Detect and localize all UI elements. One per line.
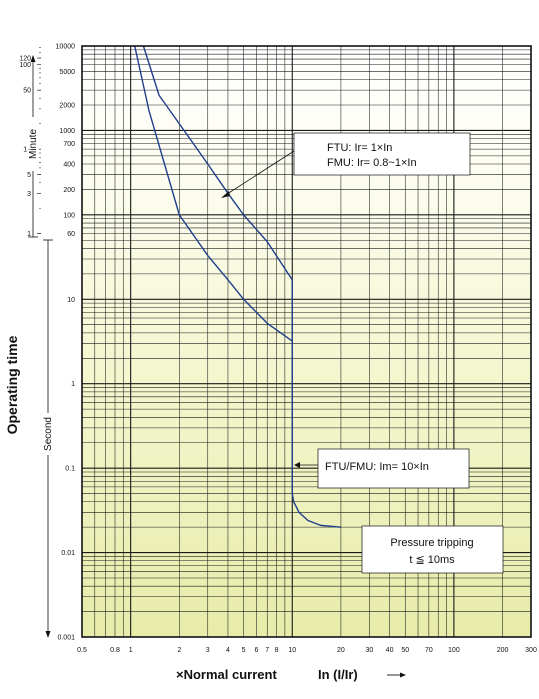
x-tick-label: 0.5 [77, 647, 87, 654]
series-group [134, 45, 341, 528]
series-line-1 [134, 45, 293, 342]
y-tick-label: 10000 [56, 44, 76, 51]
y-tick-label: 100 [63, 212, 75, 219]
second-bracket-arrow [45, 631, 51, 638]
annotation-ftu-arrow [223, 150, 295, 197]
x-tick-label: 6 [254, 647, 258, 654]
x-tick-label: 50 [401, 647, 409, 654]
series-line-0 [142, 45, 293, 281]
y-tick-label: 10 [67, 297, 75, 304]
x-tick-labels: 0.5 0.8 1 2 3 4 5 6 7 8 10 20 30 40 50 70 100 200 300 [77, 647, 537, 654]
second-label-bg [42, 413, 54, 455]
series-line-2 [291, 279, 341, 528]
x-tick-label: 7 [265, 647, 269, 654]
y-tick-label: 200 [63, 187, 75, 194]
second-label: Second [43, 417, 54, 451]
x-axis-label-suffix: In (I/Ir) [318, 667, 358, 682]
annotation-pressure-line1: Pressure tripping [390, 537, 473, 549]
minute-bracket-arrow [30, 55, 36, 62]
annotation-im-arrowhead [294, 462, 300, 468]
annotation-ftu-line1: FTU: Ir= 1×In [327, 142, 392, 154]
annotation-ftu-arrowhead [221, 191, 230, 198]
annotation-im-text: FTU/FMU: Im= 10×In [325, 461, 429, 473]
x-tick-label: 4 [226, 647, 230, 654]
y-axis-label: Operating time [4, 335, 20, 434]
y-tick-label: 1 [71, 381, 75, 388]
annotation-box-pressure [361, 525, 504, 574]
x-tick-label: 0.8 [110, 647, 120, 654]
annotation-pressure-line2: t ≦ 10ms [409, 554, 455, 566]
x-axis-arrowhead [400, 672, 406, 678]
x-axis-label: ×Normal current [176, 667, 277, 682]
x-tick-label: 40 [386, 647, 394, 654]
y-tick-label: 60 [67, 231, 75, 238]
annotation-fmu-line2: FMU: Ir= 0.8~1×In [327, 157, 417, 169]
minute-label: Minute [28, 129, 39, 159]
minute-label-bg [27, 117, 39, 171]
x-tick-label: 8 [275, 647, 279, 654]
y-tick-label: 0.001 [57, 635, 75, 642]
y-tick-label: 0.01 [61, 550, 75, 557]
minute-tick-label: 1 [27, 231, 31, 238]
x-tick-label: 30 [365, 647, 373, 654]
minute-tick-label: 100 [19, 62, 31, 69]
minute-tick-label: 3 [27, 191, 31, 198]
x-tick-label: 20 [337, 647, 345, 654]
minute-tick-label: 120 [19, 56, 31, 63]
x-tick-label: 1 [129, 647, 133, 654]
y-tick-label: 400 [63, 162, 75, 169]
minute-tick-label: 5 [27, 172, 31, 179]
y-tick-label: 700 [63, 141, 75, 148]
y-tick-label: 1000 [59, 128, 75, 135]
y-tick-label: 5000 [59, 69, 75, 76]
x-tick-label: 3 [206, 647, 210, 654]
plot-frame [81, 45, 532, 638]
y-tick-label: 2000 [59, 103, 75, 110]
x-tick-label: 100 [448, 647, 460, 654]
x-tick-label: 2 [177, 647, 181, 654]
x-tick-label: 200 [497, 647, 509, 654]
minute-tick-label: 50 [23, 88, 31, 95]
y-tick-labels: 0.001 0.01 0.1 1 10 60 100 200 400 700 1000 2000 500… [56, 44, 76, 642]
annotation-box-ftu [293, 132, 471, 176]
x-tick-label: 300 [525, 647, 537, 654]
annotation-box-im [317, 448, 470, 489]
x-tick-label: 5 [242, 647, 246, 654]
x-tick-label: 10 [288, 647, 296, 654]
x-tick-label: 70 [425, 647, 433, 654]
y-tick-label: 0.1 [65, 466, 75, 473]
